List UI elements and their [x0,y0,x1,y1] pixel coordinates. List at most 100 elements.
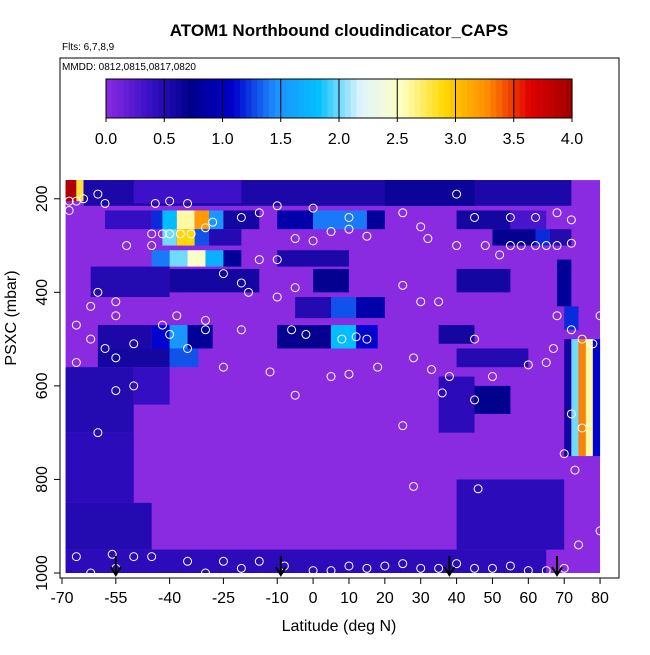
data-point [71,552,81,562]
data-point [373,362,383,372]
colorbar-segment [158,79,165,118]
data-point [290,390,300,400]
data-point [71,320,81,330]
data-point [416,563,426,573]
heatmap-cell [176,210,195,230]
heatmap-cell [456,268,511,293]
data-point [301,329,311,339]
heatmap-cell [313,268,349,293]
data-point [552,241,562,251]
colorbar-segment [368,79,375,118]
data-point [157,229,167,239]
data-point [409,353,419,363]
colorbar-segment [525,79,532,118]
colorbar-segment [274,79,282,118]
colorbar-segment [292,79,299,118]
data-point [541,566,551,576]
data-point [93,189,103,199]
heatmap-cell [277,210,314,230]
data-point [218,556,228,566]
data-point [487,563,497,573]
data-point [470,563,480,573]
heatmap-cell [223,210,260,230]
data-point [505,241,515,251]
colorbar-segment [129,79,136,118]
data-point [86,301,96,311]
data-point [470,212,480,222]
data-point [495,250,505,260]
colorbar-segment [286,79,293,118]
colorbar-segment [537,79,544,118]
colorbar-segment [222,79,229,118]
data-point [111,297,121,307]
colorbar-segment [216,79,224,118]
data-point [272,201,282,211]
colorbar-segment [542,79,550,118]
colorbar-segment [548,79,556,118]
colorbar-segment [531,79,538,118]
data-point [254,556,264,566]
colorbar-segment [193,79,200,118]
colorbar-segment [507,79,515,118]
x-tick-label: 70 [555,590,573,607]
data-point [236,563,246,573]
data-point [452,189,462,199]
data-point [200,315,210,325]
heatmap-cells [65,180,601,574]
data-point [480,241,490,251]
y-axis: 200 400 600 800 1000 [34,185,60,591]
data-point [111,353,121,363]
colorbar-segment [403,79,410,118]
data-point [183,343,193,353]
colorbar-tick-label: 0.0 [95,131,117,148]
colorbar: 0.0 0.5 1.0 1.5 2.0 2.5 3.0 3.5 4.0 [95,78,583,148]
x-tick-label: 10 [340,590,358,607]
data-point [541,241,551,251]
data-point [236,325,246,335]
data-point [244,287,254,297]
x-tick-label: -10 [266,590,289,607]
arrow-markers [109,556,563,577]
heatmap-cell [194,229,210,246]
heatmap-cell [169,325,188,349]
data-point [183,198,193,208]
data-point [290,283,300,293]
colorbar-segment [379,79,387,118]
data-point [200,568,210,578]
colorbar-segment [239,79,247,118]
x-axis-label: Latitude (deg N) [282,618,397,635]
data-point [566,215,576,225]
colorbar-segment [484,79,492,118]
data-point [398,280,408,290]
heatmap-cell [492,229,536,246]
colorbar-segment [478,79,486,118]
colorbar-segment [362,79,369,118]
data-point [552,311,562,321]
colorbar-segment [210,79,218,118]
heatmap-cell [176,229,195,246]
data-point [434,297,444,307]
colorbar-segment [373,79,381,118]
dates-label: MMDD: 0812,0815,0817,0820 [62,62,196,73]
data-point [577,423,587,433]
heatmap-cell [456,348,529,368]
data-point [272,292,282,302]
heatmap-cell [331,325,357,349]
data-point [416,222,426,232]
data-point [487,372,497,382]
data-point [165,229,175,239]
y-axis-label: PSXC (mbar) [3,270,20,365]
heatmap-cell [592,339,601,457]
colorbar-segment [385,79,393,118]
x-tick-label: 60 [519,590,537,607]
x-tick-label: -40 [158,590,181,607]
heatmap-cell [366,210,385,230]
heatmap-cell [194,210,210,230]
data-point [337,334,347,344]
colorbar-segment [257,79,264,118]
colorbar-segment [461,79,468,118]
heatmap-cell [151,325,170,349]
colorbar-segment [420,79,427,118]
data-point [416,297,426,307]
colorbar-segment [356,79,363,118]
